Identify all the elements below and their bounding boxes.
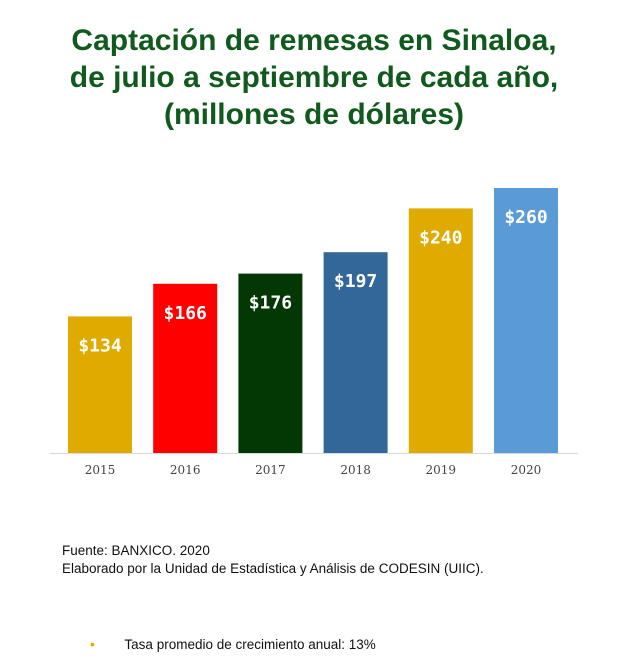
x-tick-label-2019: 2019 (426, 463, 457, 477)
bar-2017 (238, 273, 303, 453)
growth-note-text: Tasa promedio de crecimiento anual: 13% (124, 637, 376, 652)
data-label-2015: $134 (78, 335, 122, 356)
chart-title: Captación de remesas en Sinaloa, de juli… (0, 22, 628, 133)
x-tick-label-2017: 2017 (255, 463, 286, 477)
x-tick-label-2016: 2016 (170, 463, 201, 477)
bar-2015 (68, 316, 132, 453)
chart-title-line-1: Captación de remesas en Sinaloa, (71, 24, 557, 57)
data-label-2017: $176 (249, 293, 292, 314)
data-label-2018: $197 (334, 271, 377, 292)
growth-note: • Tasa promedio de crecimiento anual: 13… (90, 636, 376, 652)
x-tick-label-2020: 2020 (511, 463, 542, 477)
chart-title-line-2: de julio a septiembre de cada año, (69, 61, 559, 94)
bar-2020 (494, 188, 558, 453)
bar-2018 (323, 252, 388, 453)
bar-2016 (153, 283, 218, 453)
chart-title-line-3: (millones de dólares) (163, 98, 465, 131)
data-label-2016: $166 (164, 303, 207, 324)
bar-2019 (408, 208, 473, 453)
credit-line: Elaborado por la Unidad de Estadística y… (62, 561, 484, 576)
bullet-icon: • (90, 636, 95, 652)
bar-chart: $134 2015 $166 2016 $176 2017 $197 2018 $240 2019… (50, 188, 578, 477)
x-tick-label-2015: 2015 (85, 463, 116, 477)
source-notes: Fuente: BANXICO. 2020 Elaborado por la U… (62, 542, 484, 578)
data-label-2020: $260 (504, 207, 547, 228)
x-tick-label-2018: 2018 (340, 463, 371, 477)
data-label-2019: $240 (419, 227, 462, 248)
source-line: Fuente: BANXICO. 2020 (62, 543, 210, 558)
